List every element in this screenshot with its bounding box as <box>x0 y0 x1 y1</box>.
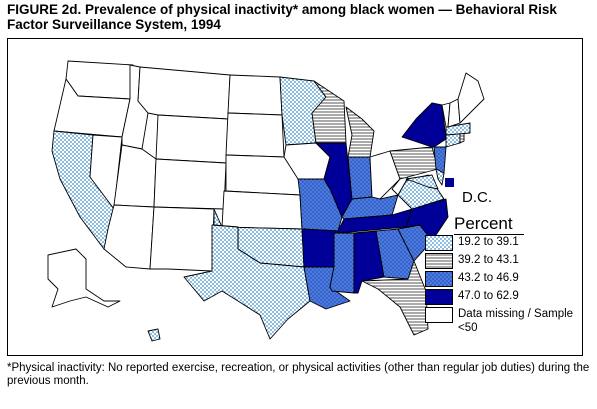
legend-swatch-c2 <box>425 253 453 269</box>
dc-label: D.C. <box>462 189 492 206</box>
figure-title: FIGURE 2d. Prevalence of physical inacti… <box>7 2 557 32</box>
state-de <box>435 168 445 186</box>
state-sd <box>225 112 285 158</box>
state-me <box>457 72 485 124</box>
dc-marker <box>445 178 454 187</box>
state-fl <box>361 260 429 336</box>
legend-label: Data missing / Sample <50 <box>458 308 574 334</box>
state-ar <box>301 228 339 268</box>
state-ks <box>221 190 303 230</box>
legend-swatch-c1 <box>425 235 453 251</box>
state-ak <box>47 248 121 308</box>
legend-label: 19.2 to 39.1 <box>458 236 519 248</box>
state-mt <box>137 66 231 120</box>
legend-label: 39.2 to 43.1 <box>458 254 519 266</box>
state-nd <box>227 74 283 116</box>
legend-swatch-c4 <box>425 289 453 305</box>
legend-label: 47.0 to 62.9 <box>458 290 519 302</box>
legend-label: 43.2 to 46.9 <box>458 272 519 284</box>
state-ny <box>401 102 447 148</box>
map-frame: D.C. Percent 19.2 to 39.1 39.2 to 43.1 4… <box>7 38 583 356</box>
state-tx <box>183 224 311 340</box>
footnote: *Physical inactivity: No reported exerci… <box>7 362 590 387</box>
state-oh <box>369 150 401 200</box>
legend-title: Percent <box>454 214 513 233</box>
state-md <box>405 174 439 190</box>
state-nm <box>149 206 215 272</box>
us-map <box>47 60 485 342</box>
state-ri <box>459 132 465 144</box>
state-in <box>347 156 373 200</box>
legend-swatch-c0 <box>425 307 453 323</box>
state-wy <box>155 114 229 164</box>
state-il <box>315 142 353 218</box>
state-mi <box>345 106 375 158</box>
state-co <box>153 158 227 210</box>
state-az <box>103 204 155 270</box>
legend-title-underline <box>454 234 524 235</box>
legend-swatch-c3 <box>425 271 453 287</box>
state-hi <box>147 328 161 342</box>
state-ms <box>329 232 355 294</box>
